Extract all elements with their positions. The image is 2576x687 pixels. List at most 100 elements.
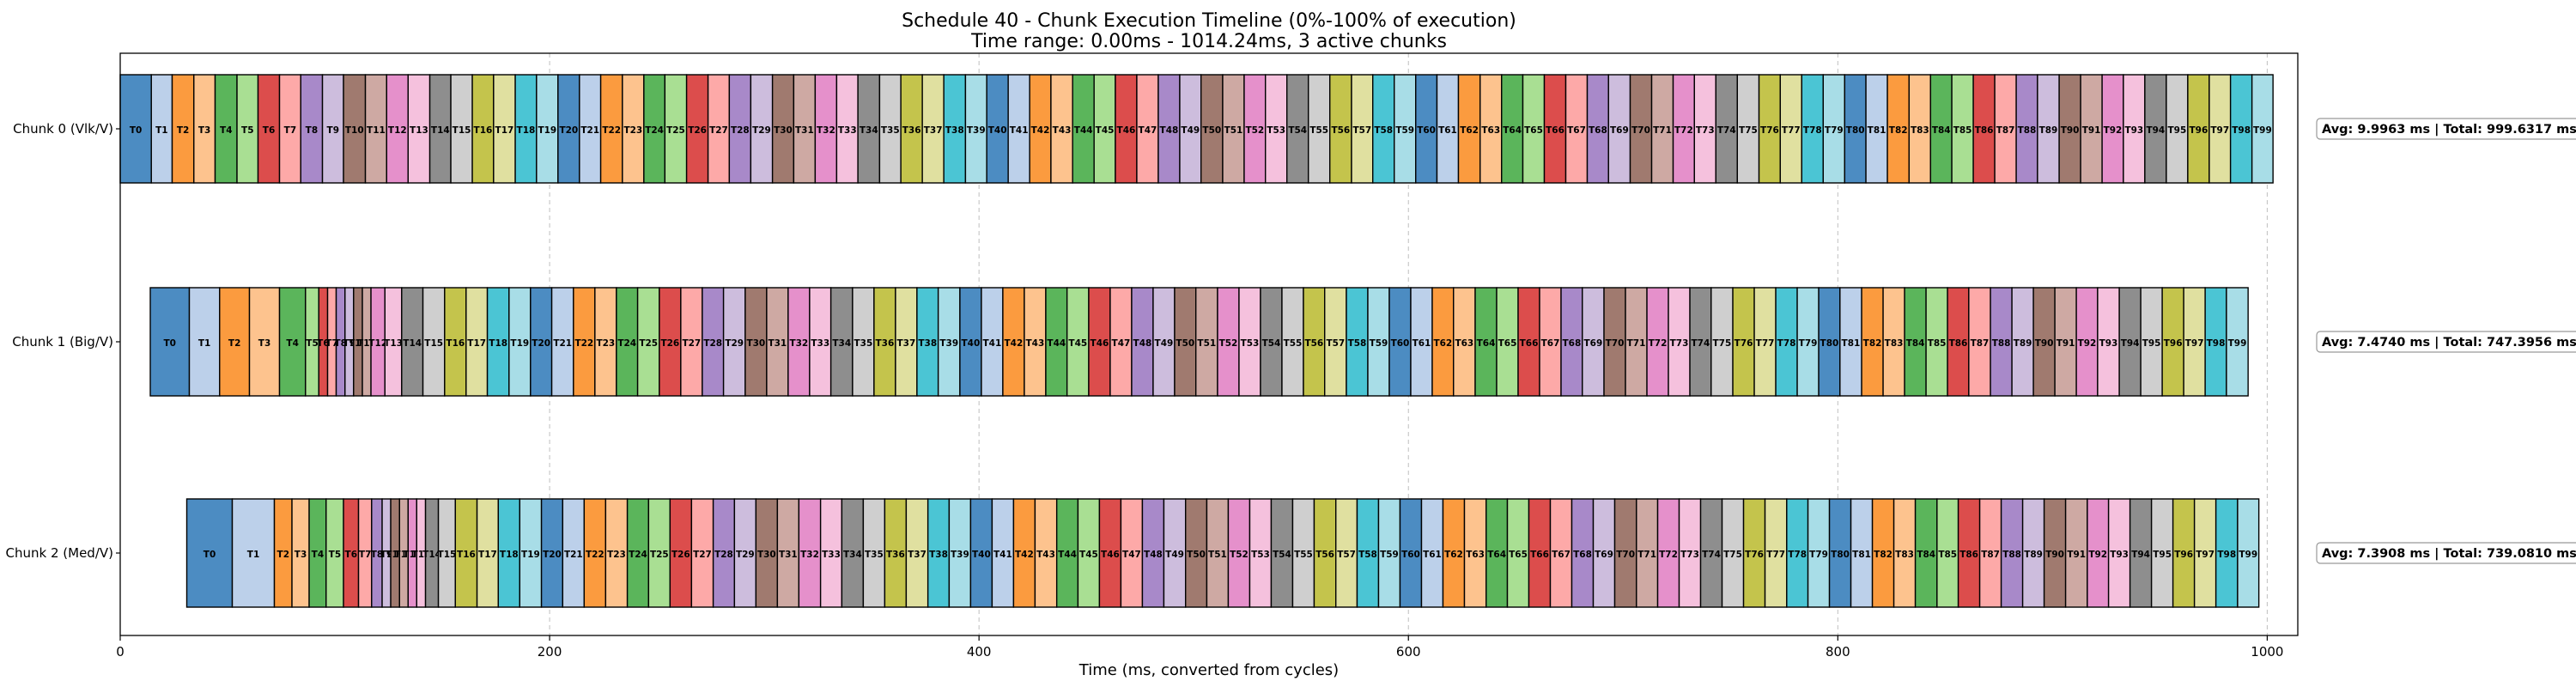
task-bar <box>579 74 602 184</box>
task-label: T99 <box>2253 125 2272 136</box>
task-label: T99 <box>2239 550 2257 560</box>
summary-text: Avg: 7.4740 ms | Total: 747.3956 ms <box>2322 336 2576 350</box>
task-bar <box>343 74 367 184</box>
task-label: T91 <box>2057 338 2075 349</box>
chunk-summary: Avg: 7.4740 ms | Total: 747.3956 ms <box>2316 331 2576 353</box>
task-bar <box>1346 287 1369 397</box>
task-bar <box>236 74 259 184</box>
task-bar <box>1564 74 1589 184</box>
task-label: T55 <box>1284 338 1303 349</box>
task-label: T59 <box>1395 125 1414 136</box>
task-label: T23 <box>623 125 642 136</box>
task-bar <box>1324 287 1347 397</box>
task-label: T6 <box>345 550 357 560</box>
task-label: T20 <box>532 338 550 349</box>
task-bar <box>278 74 301 184</box>
task-label: T23 <box>607 550 626 560</box>
task-bar <box>1077 498 1101 608</box>
task-label: T46 <box>1091 338 1109 349</box>
task-bar <box>1936 498 1959 608</box>
task-label: T80 <box>1846 125 1865 136</box>
task-bar <box>1351 74 1374 184</box>
task-label: T15 <box>424 338 443 349</box>
task-bar <box>1522 74 1546 184</box>
task-bar <box>927 498 951 608</box>
task-bar <box>1764 498 1788 608</box>
task-bar <box>1442 498 1466 608</box>
task-bar <box>959 287 982 397</box>
task-label: T62 <box>1444 550 1463 560</box>
task-bar <box>2226 287 2249 397</box>
task-bar <box>937 287 961 397</box>
task-label: T16 <box>446 338 465 349</box>
task-label: T30 <box>746 338 765 349</box>
task-label: T79 <box>1809 550 1828 560</box>
task-label: T87 <box>1981 550 2000 560</box>
task-bar <box>798 498 822 608</box>
task-label: T81 <box>1842 338 1861 349</box>
task-bar <box>2058 74 2081 184</box>
task-bar <box>1479 74 1503 184</box>
task-bar <box>1865 74 1888 184</box>
task-label: T66 <box>1530 550 1549 560</box>
task-label: T88 <box>2018 125 2037 136</box>
task-label: T85 <box>1953 125 1972 136</box>
task-bar <box>1775 287 1798 397</box>
task-label: T73 <box>1680 550 1699 560</box>
task-bar <box>2193 498 2217 608</box>
task-label: T93 <box>2099 338 2118 349</box>
task-label: T63 <box>1466 550 1485 560</box>
task-label: T21 <box>580 125 599 136</box>
task-label: T81 <box>1868 125 1886 136</box>
task-bar <box>2064 498 2088 608</box>
task-bar <box>278 287 307 397</box>
task-label: T96 <box>2174 550 2193 560</box>
task-label: T57 <box>1337 550 1356 560</box>
task-label: T40 <box>962 338 981 349</box>
task-bar <box>948 498 972 608</box>
task-label: T59 <box>1370 338 1388 349</box>
task-bar <box>1152 287 1176 397</box>
task-label: T86 <box>1949 338 1968 349</box>
task-label: T94 <box>2146 125 2165 136</box>
task-bar <box>428 74 452 184</box>
task-bar <box>991 498 1015 608</box>
task-bar <box>2144 74 2167 184</box>
chunk-summary: Avg: 7.3908 ms | Total: 739.0810 ms <box>2316 542 2576 564</box>
task-label: T14 <box>403 338 422 349</box>
task-label: T25 <box>666 125 685 136</box>
task-label: T97 <box>2196 550 2215 560</box>
task-label: T31 <box>779 550 798 560</box>
task-bar <box>659 287 682 397</box>
task-bar <box>1286 74 1309 184</box>
task-label: T36 <box>886 550 905 560</box>
task-bar <box>852 287 875 397</box>
task-label: T96 <box>2164 338 2183 349</box>
task-bar <box>626 498 650 608</box>
task-bar <box>550 287 574 397</box>
task-label: T61 <box>1413 338 1431 349</box>
task-label: T15 <box>438 550 457 560</box>
task-bar <box>829 287 854 397</box>
task-bar <box>2118 287 2142 397</box>
task-label: T29 <box>736 550 755 560</box>
task-label: T47 <box>1122 550 1141 560</box>
task-label: T19 <box>538 125 556 136</box>
task-label: T20 <box>543 550 562 560</box>
task-label: T38 <box>945 125 964 136</box>
task-label: T70 <box>1616 550 1635 560</box>
task-bar <box>583 498 607 608</box>
task-label: T1 <box>247 550 259 560</box>
task-bar <box>2229 74 2253 184</box>
task-bar <box>257 74 281 184</box>
task-label: T12 <box>388 125 407 136</box>
task-label: T78 <box>1803 125 1822 136</box>
task-label: T28 <box>731 125 750 136</box>
task-label: T57 <box>1326 338 1345 349</box>
task-label: T84 <box>1906 338 1925 349</box>
task-label: T72 <box>1649 338 1668 349</box>
task-label: T18 <box>517 125 536 136</box>
task-bar <box>1904 287 1927 397</box>
task-bar <box>771 74 795 184</box>
